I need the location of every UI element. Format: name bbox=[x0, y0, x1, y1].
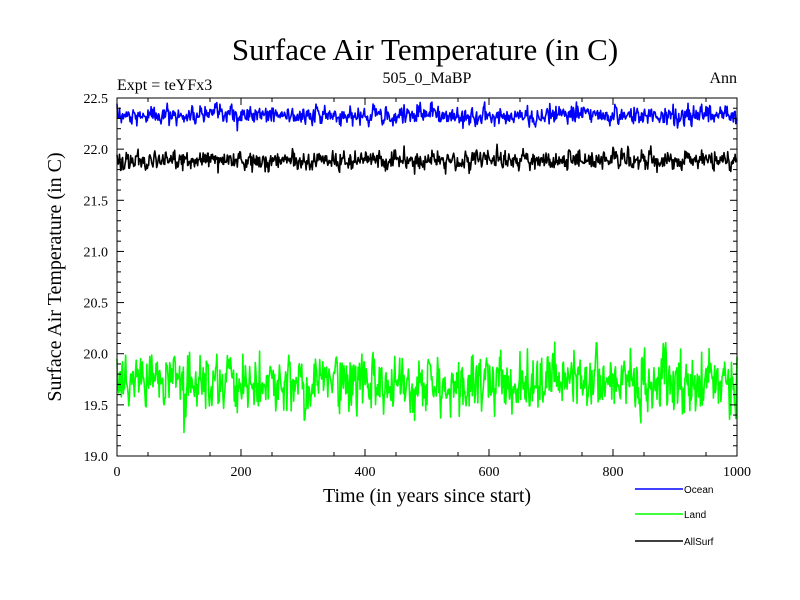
experiment-label: Expt = teYFx3 bbox=[117, 77, 212, 94]
y-tick-label: 19.5 bbox=[84, 399, 109, 414]
y-tick-label: 21.5 bbox=[84, 194, 109, 209]
plot-frame bbox=[116, 97, 738, 457]
ticks-layer: 0 200 400 600 800 1000 19.0 19.5 20.0 20.5 21.0 21.… bbox=[84, 92, 752, 480]
legend: Ocean Land AllSurf bbox=[635, 485, 714, 548]
x-tick-label: 200 bbox=[231, 465, 252, 480]
x-tick-label: 800 bbox=[603, 465, 624, 480]
period-label: 505_0_MaBP bbox=[383, 70, 472, 87]
x-tick-label: 0 bbox=[114, 465, 121, 480]
legend-label-land: Land bbox=[684, 510, 706, 521]
chart-title: Surface Air Temperature (in C) bbox=[232, 32, 618, 67]
series-allsurf bbox=[116, 143, 738, 175]
y-tick-label: 20.5 bbox=[84, 297, 109, 312]
y-tick-label: 20.0 bbox=[84, 348, 109, 363]
series-land bbox=[116, 341, 738, 434]
y-tick-label: 22.5 bbox=[84, 92, 109, 107]
legend-label-ocean: Ocean bbox=[684, 485, 713, 496]
y-tick-label: 19.0 bbox=[84, 450, 109, 465]
x-tick-label: 1000 bbox=[723, 465, 751, 480]
season-label: Ann bbox=[709, 70, 737, 87]
legend-label-allsurf: AllSurf bbox=[684, 537, 714, 548]
y-tick-label: 22.0 bbox=[84, 143, 109, 158]
x-tick-label: 600 bbox=[479, 465, 500, 480]
series-layer bbox=[116, 101, 738, 434]
y-axis-label: Surface Air Temperature (in C) bbox=[44, 152, 66, 401]
y-tick-label: 21.0 bbox=[84, 245, 109, 260]
series-ocean bbox=[116, 101, 738, 132]
x-axis-label: Time (in years since start) bbox=[323, 485, 531, 507]
x-tick-label: 400 bbox=[355, 465, 376, 480]
